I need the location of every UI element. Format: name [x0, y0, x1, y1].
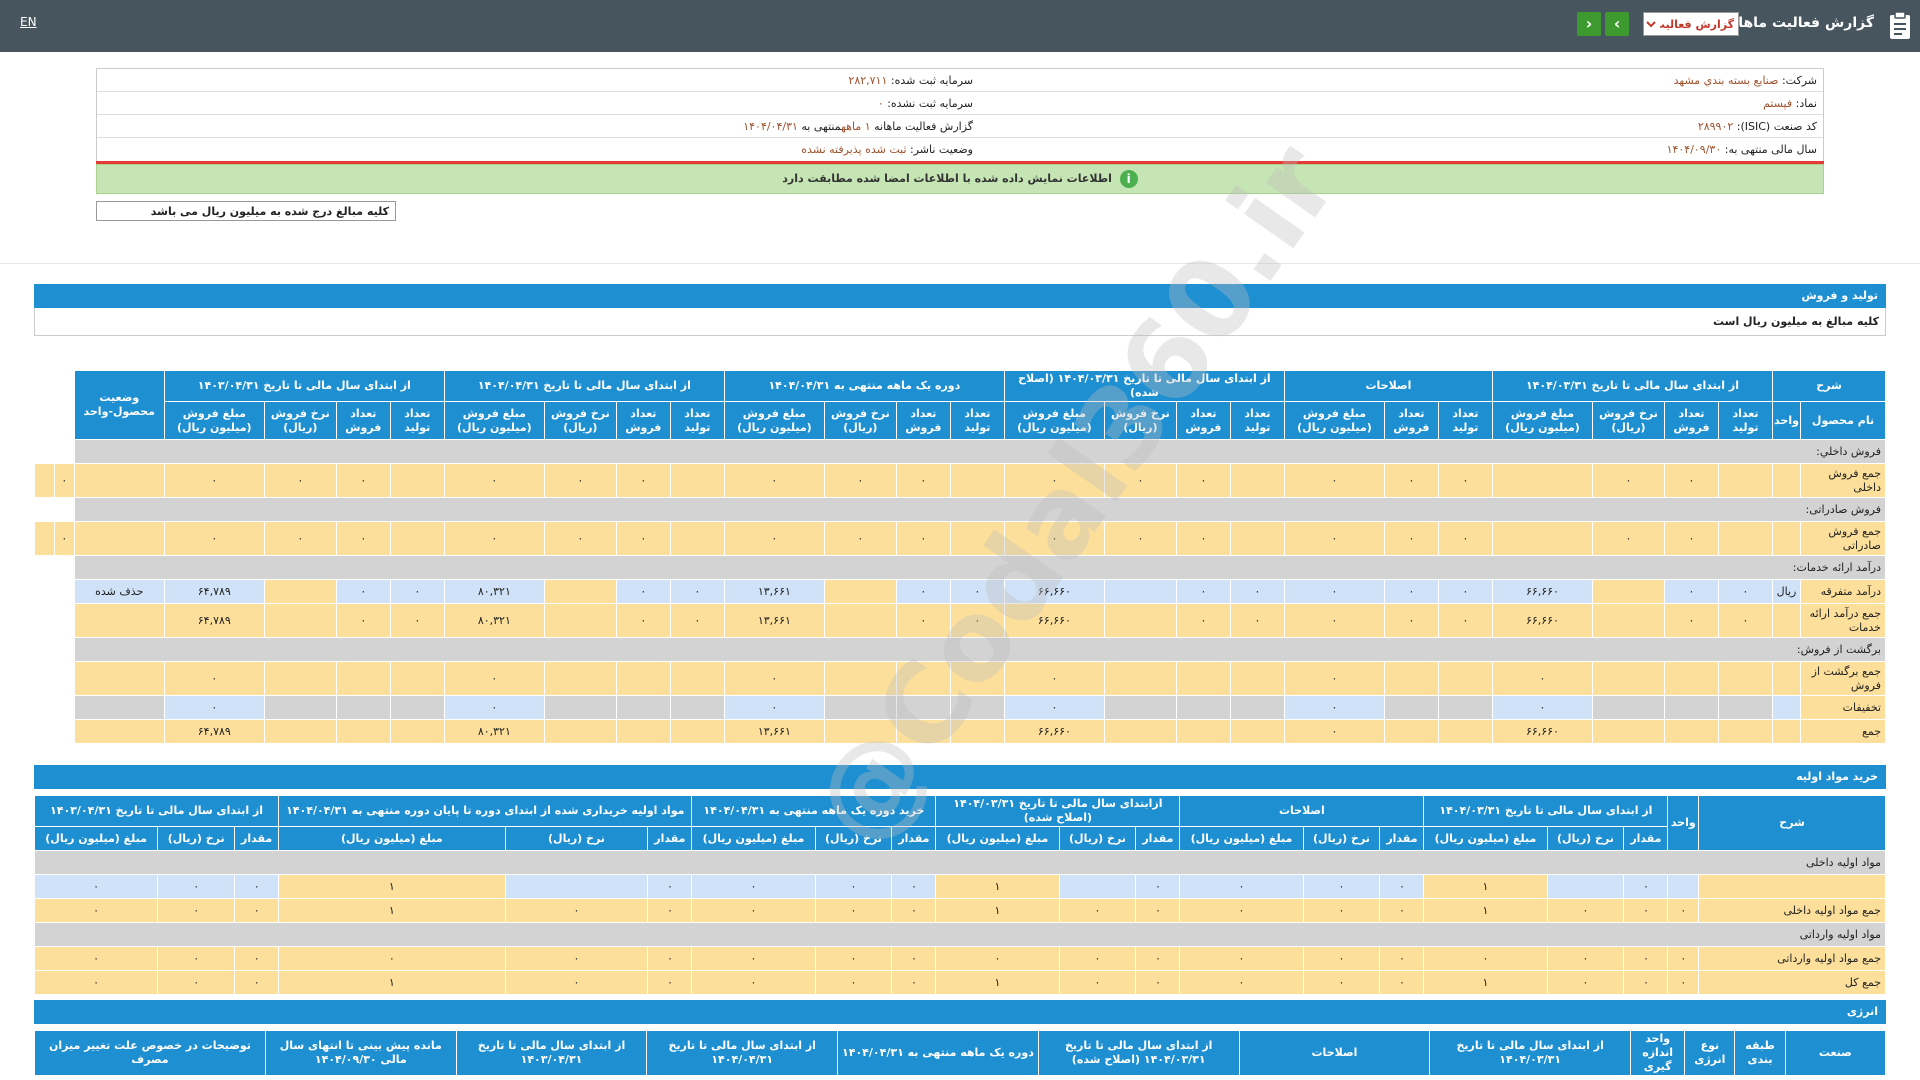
production-note: کلیه مبالغ به میلیون ریال است: [34, 308, 1886, 336]
production-section-title: تولید و فروش: [34, 284, 1886, 308]
header-cell: توضیحات در خصوص علت تغییر میزان مصرف: [34, 1030, 266, 1076]
header-group: از ابتدای سال مالی تا تاریخ ۱۴۰۳/۰۴/۳۱: [163, 370, 445, 402]
production-table: شرح از ابتدای سال مالی تا تاریخ ۱۴۰۴/۰۳/۳…: [34, 370, 1887, 744]
table-row: فروش داخلي:: [35, 439, 1887, 464]
header-group: خرید دوره یک ماهه منتهی به ۱۴۰۴/۰۴/۳۱: [691, 795, 937, 827]
header-cell: نوع انرژی: [1684, 1030, 1736, 1076]
header-cell: مانده پیش بینی تا انتهای سال مالی ۱۴۰۴/۰…: [264, 1030, 457, 1076]
table-row: مواد اولیه وارداتی: [34, 922, 1886, 947]
header-group: دوره یک ماهه منتهی به ۱۴۰۴/۰۴/۳۱: [723, 370, 1005, 402]
table-row: جمع برگشت از فروش ٠ ٠ ٠ ٠ ٠ ٠: [35, 661, 1886, 696]
table-row: جمع فروش صادراتی ٠ ٠ ٠ ٠ ٠ ٠ ٠ ٠ ٠ ٠ ٠ ٠ ٠ ٠ ٠ ٠ ٠ ٠: [34, 521, 1886, 556]
energy-section-title: انرژی: [34, 1000, 1886, 1024]
header-desc: شرح: [1772, 370, 1886, 402]
symbol-link[interactable]: فپستم: [1763, 97, 1793, 110]
company-name[interactable]: صنایع بسته بندي مشهد: [1673, 74, 1779, 87]
header-cell: از ابتدای سال مالی تا تاریخ ۱۴۰۳/۰۴/۳۱: [455, 1030, 648, 1076]
materials-section-title: خرید مواد اولیه: [34, 765, 1886, 789]
header-cell: از ابتدای سال مالی تا تاریخ ۱۴۰۴/۰۳/۳۱: [1429, 1030, 1632, 1076]
header-status: وضعیت محصول-واحد: [73, 370, 165, 440]
table-row: جمع مواد اولیه وارداتی ٠ ٠ ٠ ٠ ٠ ٠ ٠ ٠ ٠ ٠ ٠ ٠ ٠ ٠ ٠ ٠ ٠ ٠…: [33, 946, 1886, 971]
amounts-note: کلیه مبالغ درج شده به میلیون ریال می باش…: [96, 201, 396, 221]
header-group: اصلاحات: [1283, 370, 1493, 402]
top-bar: گزارش فعالیت ماهانه گزارش فعالیت › ‹ EN: [0, 0, 1920, 52]
header-cell: طبقه بندی: [1734, 1030, 1786, 1076]
match-message: i اطلاعات نمایش داده شده با اطلاعات امضا…: [96, 164, 1824, 194]
header-group: اصلاحات: [1179, 795, 1425, 827]
table-row: تخفیفات ٠ ٠ ٠ ٠ ٠ ٠: [35, 695, 1886, 720]
company-info-box: شرکت: صنایع بسته بندي مشهد سرمایه ثبت شد…: [96, 68, 1824, 162]
header-group: ازابتدای سال مالی تا تاریخ ۱۴۰۴/۰۳/۳۱ (ا…: [935, 795, 1181, 827]
header-group: از ابتدای سال مالی تا تاریخ ۱۴۰۴/۰۴/۳۱: [443, 370, 725, 402]
header-cell: اصلاحات: [1238, 1030, 1431, 1076]
table-row: جمع فروش داخلی ٠ ٠ ٠ ٠ ٠ ٠ ٠ ٠ ٠ ٠ ٠ ٠ ٠ ٠ ٠ ٠ ٠ ٠: [34, 463, 1886, 498]
header-cell: از ابتدای سال مالی تا تاریخ ۱۴۰۴/۰۴/۳۱: [646, 1030, 839, 1076]
report-type-select[interactable]: گزارش فعالیت: [1643, 12, 1739, 36]
header-cell: از ابتدای سال مالی تا تاریخ ۱۴۰۴/۰۳/۳۱ (…: [1037, 1030, 1240, 1076]
table-row: فروش صادراتی:: [35, 497, 1887, 522]
language-link[interactable]: EN: [20, 15, 37, 29]
header-group: از ابتدای سال مالی تا تاریخ ۱۴۰۴/۰۳/۳۱: [1423, 795, 1669, 827]
materials-table: شرح واحد از ابتدای سال مالی تا تاریخ ۱۴۰۴/…: [33, 795, 1886, 995]
header-cell: واحد اندازه گیری: [1630, 1030, 1686, 1076]
energy-table: صنعت طبقه بندی نوع انرژی واحد اندازه گیری از…: [34, 1030, 1887, 1076]
table-row: جمع درآمد ارائه خدمات ٠ ٠ ۶۶,۶۶۰ ٠ ٠ ٠ ٠ ٠ ۶۶,۶۶۰…: [35, 603, 1886, 638]
header-group: از ابتدای سال مالی تا تاریخ ۱۴۰۳/۰۴/۳۱: [33, 795, 280, 827]
header-group: از ابتدای سال مالی تا تاریخ ۱۴۰۴/۰۳/۳۱: [1491, 370, 1774, 402]
divider: [96, 161, 1824, 164]
next-arrow-icon[interactable]: ›: [1605, 12, 1629, 36]
table-row: برگشت از فروش:: [35, 637, 1887, 662]
table-row: درآمد ارائه خدمات:: [35, 555, 1887, 580]
page-title: گزارش فعالیت ماهانه: [1724, 15, 1874, 31]
header-group: از ابتدای سال مالی تا تاریخ ۱۴۰۴/۰۳/۳۱ (…: [1003, 370, 1285, 402]
table-row: جمع کل ٠ ٠ ٠ ۱ ٠ ٠ ٠ ٠ ٠ ۱ ٠ ٠ ٠ ٠ ٠ ۱ ٠ ٠ ٠: [33, 970, 1886, 995]
table-row: مواد اولیه داخلی: [34, 850, 1886, 875]
header-group: مواد اولیه خریداری شده از ابتدای دوره تا…: [278, 795, 693, 827]
header-cell: صنعت: [1784, 1030, 1887, 1076]
prev-arrow-icon[interactable]: ‹: [1577, 12, 1601, 36]
table-row: درآمد متفرقه ریال ٠ ٠ ۶۶,۶۶۰ ٠ ٠ ٠ ٠ ٠ ۶۶,۶۶۰ ٠ ٠ ۱۳,…: [35, 579, 1886, 604]
info-icon: i: [1119, 170, 1138, 188]
table-row: جمع ۶۶,۶۶۰ ٠ ۶۶,۶۶۰ ۱۳,۶۶۱ ۸۰,۳۲۱ ۶۴,۷۸۹: [35, 719, 1886, 744]
clipboard-icon: [1890, 11, 1910, 39]
header-cell: دوره یک ماهه منتهی به ۱۴۰۴/۰۴/۳۱: [837, 1030, 1039, 1076]
table-row: جمع مواد اولیه داخلی ٠ ٠ ٠ ۱ ٠ ٠ ٠ ٠ ٠ ۱ ٠ ٠ ٠ ٠ ٠ ۱ ٠ ٠ ٠: [33, 898, 1886, 923]
